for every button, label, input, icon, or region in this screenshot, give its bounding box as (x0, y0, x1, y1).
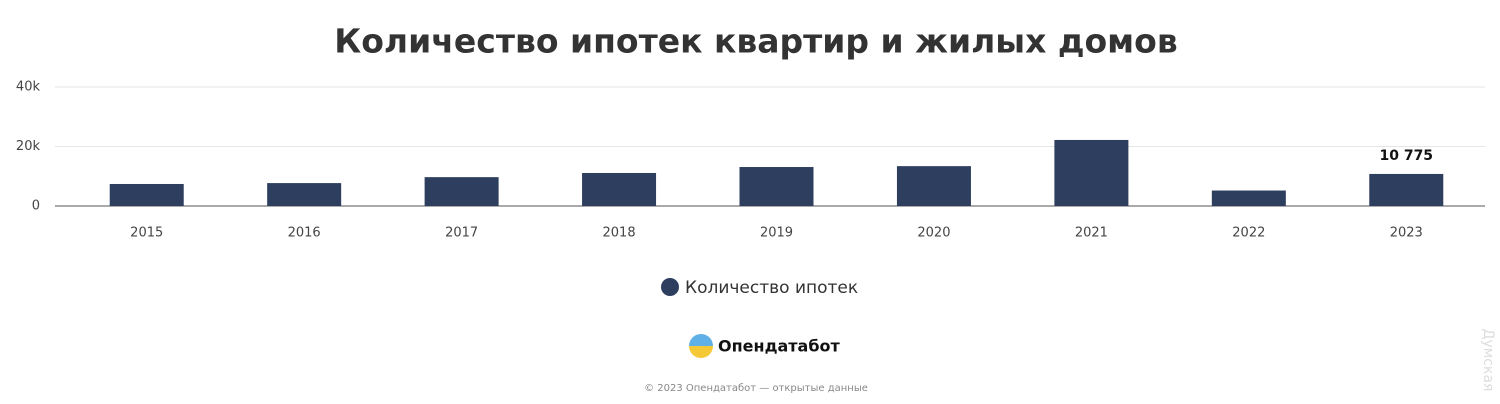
x-tick-label: 2023 (1390, 226, 1423, 241)
x-tick-label: 2021 (1075, 226, 1108, 241)
x-tick-label: 2022 (1232, 226, 1265, 241)
bar[interactable] (109, 183, 184, 206)
x-tick-label: 2017 (445, 226, 478, 241)
bar[interactable] (739, 167, 814, 206)
bar[interactable] (424, 177, 499, 206)
legend-marker[interactable] (661, 278, 679, 296)
legend-label[interactable]: Количество ипотек (685, 278, 858, 298)
y-tick-label: 0 (32, 199, 40, 214)
copyright: © 2023 Опендатабот — открытые данные (644, 383, 868, 394)
y-tick-label: 40k (16, 80, 41, 95)
bar[interactable] (1054, 139, 1129, 206)
bar[interactable] (896, 166, 971, 206)
brand-name: Опендатабот (718, 337, 841, 356)
watermark: Думская (1480, 329, 1496, 392)
bar[interactable] (582, 172, 657, 206)
brand-logo (689, 334, 713, 358)
bar[interactable] (1369, 173, 1444, 206)
bar[interactable] (267, 183, 342, 206)
x-tick-label: 2015 (130, 226, 163, 241)
data-label: 10 775 (1379, 148, 1433, 164)
chart-title: Количество ипотек квартир и жилых домов (334, 22, 1177, 61)
bar[interactable] (1211, 190, 1286, 206)
y-tick-label: 20k (16, 139, 41, 154)
x-tick-label: 2018 (603, 226, 636, 241)
x-tick-label: 2016 (288, 226, 321, 241)
x-tick-label: 2020 (917, 226, 950, 241)
x-tick-label: 2019 (760, 226, 793, 241)
